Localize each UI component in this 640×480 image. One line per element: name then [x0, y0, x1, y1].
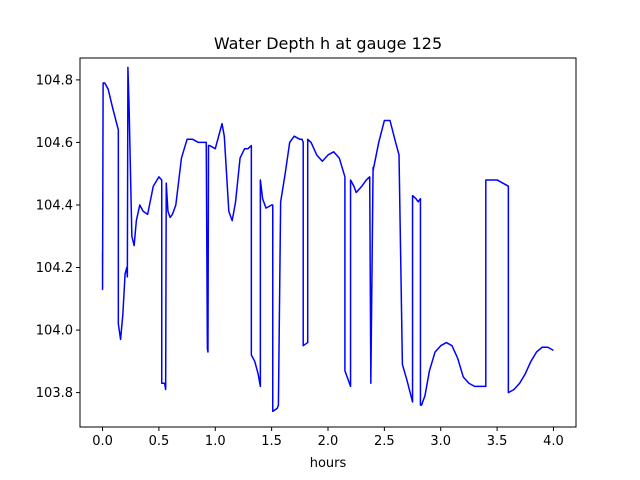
x-tick-label: 3.0: [430, 434, 451, 449]
series-line-0: [101, 66, 554, 413]
y-tick-label: 104.8: [36, 73, 73, 88]
series-layer: [101, 66, 554, 413]
x-tick-label: 3.5: [487, 434, 508, 449]
y-tick-label: 104.4: [36, 198, 73, 213]
chart-title: Water Depth h at gauge 125: [214, 34, 442, 53]
y-tick-label: 104.0: [36, 324, 73, 339]
x-axis-label: hours: [310, 456, 347, 471]
x-tick-label: 4.0: [543, 434, 564, 449]
y-axis: 103.8 104.0 104.2 104.4 104.6 104.8: [36, 73, 80, 401]
x-tick-label: 0.5: [149, 434, 170, 449]
x-tick-label: 2.5: [374, 434, 395, 449]
x-tick-label: 1.0: [205, 434, 226, 449]
x-tick-label: 0.0: [92, 434, 113, 449]
x-axis: 0.0 0.5 1.0 1.5 2.0 2.5 3.0 3.5 4.0: [92, 427, 564, 449]
y-tick-label: 104.6: [36, 136, 73, 151]
x-tick-label: 1.5: [261, 434, 282, 449]
x-tick-label: 2.0: [318, 434, 339, 449]
y-tick-label: 104.2: [36, 261, 73, 276]
y-tick-label: 103.8: [36, 386, 73, 401]
